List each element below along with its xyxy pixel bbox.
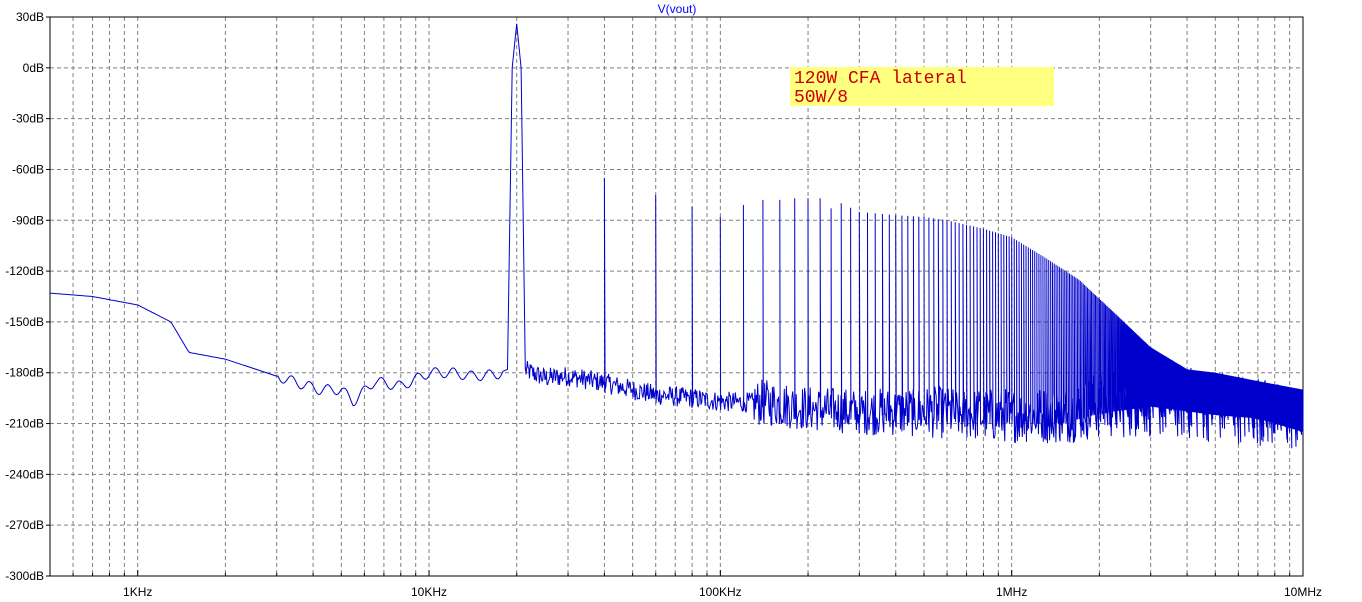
y-tick-label: -270dB [5,518,44,532]
y-tick-label: 0dB [23,61,44,75]
annotation-box: 120W CFA lateral 50W/8 [790,67,1054,108]
series-vout [49,23,1304,449]
y-tick-label: 30dB [16,10,44,24]
y-tick-label: -180dB [5,366,44,380]
x-tick-label: 1MHz [996,585,1027,599]
annotation-background [790,67,1054,106]
x-tick-label: 100KHz [699,585,742,599]
y-tick-label: -60dB [12,162,44,176]
x-tick-label: 1KHz [123,585,152,599]
chart-title: V(vout) [658,2,697,16]
y-tick-label: -150dB [5,315,44,329]
x-tick-label: 10KHz [411,585,447,599]
y-tick-label: -30dB [12,112,44,126]
y-tick-label: -300dB [5,569,44,583]
y-tick-label: -210dB [5,417,44,431]
x-tick-label: 10MHz [1284,585,1322,599]
grid-lines [49,16,1304,577]
axis-ticks: 30dB 0dB -30dB -60dB -90dB -120dB -150dB -180dB… [5,10,1322,599]
plot-area-frame [49,16,1304,577]
annotation-line-1: 120W CFA lateral [794,69,967,89]
y-tick-label: -120dB [5,264,44,278]
y-tick-label: -240dB [5,467,44,481]
annotation-line-2: 50W/8 [794,88,848,108]
y-tick-label: -90dB [12,213,44,227]
series-line-vout [49,23,1304,449]
